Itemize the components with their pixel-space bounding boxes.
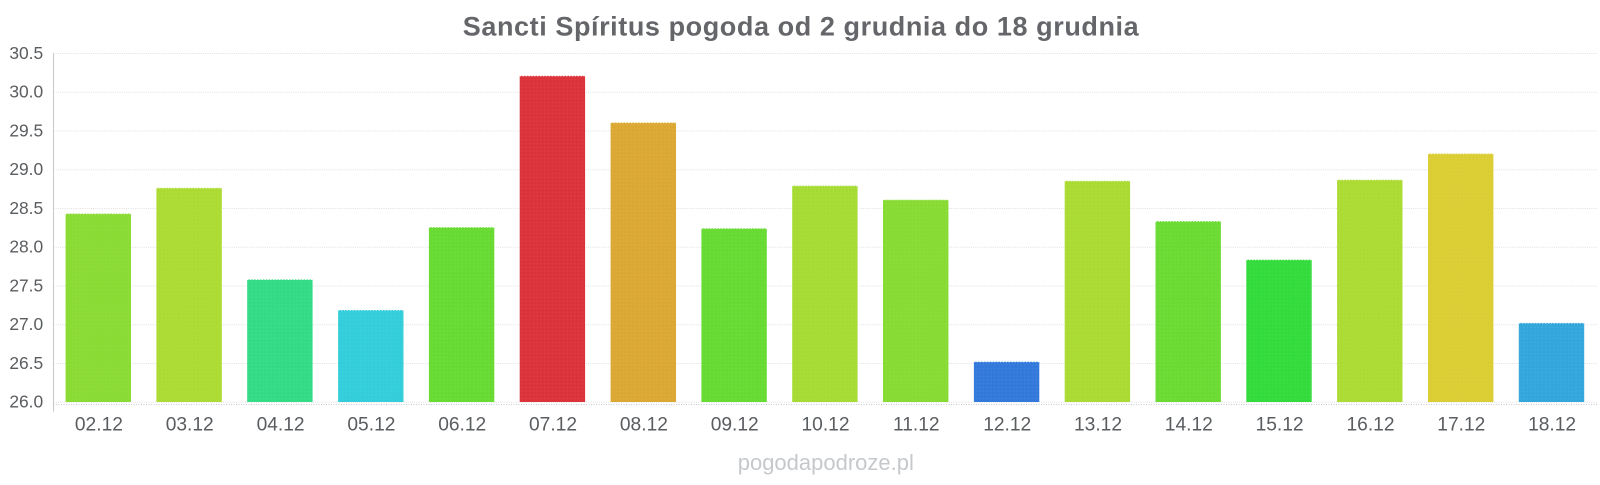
svg-text:29.5: 29.5: [9, 120, 43, 140]
svg-text:18.12: 18.12: [1528, 415, 1576, 436]
svg-text:30.5: 30.5: [9, 43, 43, 63]
svg-text:Sancti Spíritus pogoda od 2 gr: Sancti Spíritus pogoda od 2 grudnia do 1…: [463, 12, 1140, 42]
svg-text:04.12: 04.12: [257, 415, 305, 436]
svg-text:30.0: 30.0: [9, 82, 43, 102]
svg-text:11.12: 11.12: [893, 415, 940, 436]
svg-text:10.12: 10.12: [801, 415, 849, 436]
svg-text:28.5: 28.5: [9, 198, 43, 218]
svg-text:06.12: 06.12: [438, 415, 486, 436]
svg-text:17.12: 17.12: [1437, 415, 1485, 436]
svg-text:29.0: 29.0: [9, 159, 43, 179]
svg-text:26.5: 26.5: [9, 353, 43, 373]
svg-text:16.12: 16.12: [1346, 415, 1394, 436]
svg-text:15.12: 15.12: [1256, 415, 1304, 436]
svg-text:03.12: 03.12: [166, 415, 214, 436]
svg-text:02.12: 02.12: [75, 415, 123, 436]
svg-text:08.12: 08.12: [620, 415, 668, 436]
svg-text:05.12: 05.12: [347, 415, 395, 436]
svg-text:27.0: 27.0: [9, 314, 43, 334]
svg-text:07.12: 07.12: [529, 415, 577, 436]
svg-text:28.0: 28.0: [9, 237, 43, 257]
svg-text:26.0: 26.0: [9, 392, 43, 412]
svg-text:27.5: 27.5: [9, 275, 43, 295]
svg-text:14.12: 14.12: [1165, 415, 1213, 436]
svg-text:pogodapodroze.pl: pogodapodroze.pl: [738, 450, 914, 475]
svg-text:13.12: 13.12: [1074, 415, 1122, 436]
svg-text:09.12: 09.12: [711, 415, 759, 436]
svg-text:12.12: 12.12: [983, 415, 1031, 436]
